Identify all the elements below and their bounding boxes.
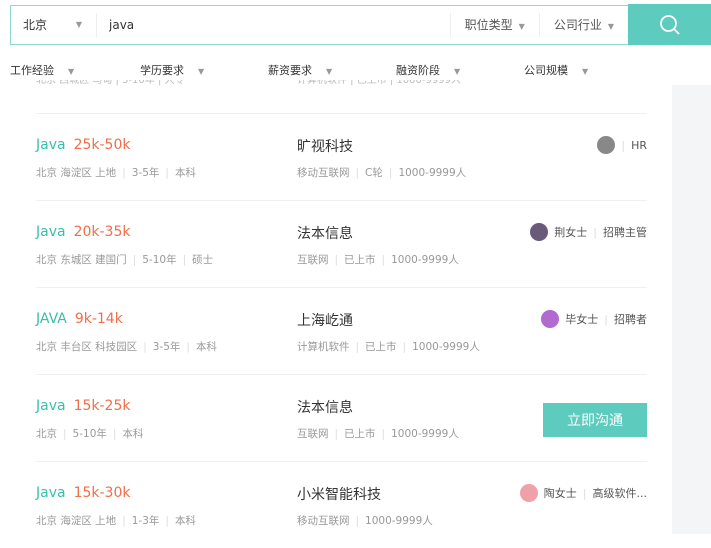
recruiter-name: 毕女士 — [565, 313, 599, 326]
search-icon — [659, 14, 680, 35]
meta-item: 1-3年 — [131, 515, 160, 527]
company-meta: 互联网 | 已上市 | 1000-9999人 — [297, 254, 459, 266]
job-title-link[interactable]: Java 15k-30k — [36, 485, 130, 501]
job-title: Java — [36, 398, 66, 414]
job-type-select[interactable]: 职位类型 ▼ — [449, 13, 539, 37]
filter-funding[interactable]: 融资阶段 ▼ — [396, 64, 461, 77]
meta-item: 移动互联网 — [297, 515, 350, 527]
job-title: JAVA — [36, 311, 67, 327]
meta-item: 3-5年 — [152, 341, 181, 353]
job-card[interactable]: Java 15k-30k 北京 海淀区 上地 | 1-3年 | 本科 小米智能科技 移动互… — [36, 461, 647, 548]
meta-item: 5-10年 — [72, 428, 107, 440]
meta-item: C轮 — [365, 167, 383, 179]
recruiter-title: 招聘者 — [614, 313, 647, 326]
meta-item: 北京 海淀区 上地 — [36, 167, 117, 179]
job-meta: 北京 东城区 建国门 | 5-10年 | 硕士 — [36, 254, 214, 266]
company-name[interactable]: 小米智能科技 — [297, 487, 381, 503]
salary: 9k-14k — [74, 311, 123, 327]
job-meta: 北京 丰台区 科技园区 | 3-5年 | 本科 — [36, 341, 217, 353]
recruiter-name: 荆女士 — [554, 226, 588, 239]
company-name[interactable]: 旷视科技 — [297, 139, 353, 155]
job-title: Java — [36, 485, 66, 501]
company-name[interactable]: 法本信息 — [297, 400, 353, 416]
meta-item: 计算机软件 — [297, 341, 350, 353]
company-name[interactable]: 法本信息 — [297, 226, 353, 242]
meta-item: 北京 丰台区 科技园区 — [36, 341, 138, 353]
recruiter[interactable]: | HR — [597, 136, 647, 154]
search-button[interactable] — [628, 4, 711, 45]
salary: 25k-50k — [73, 137, 131, 153]
job-card[interactable]: Java 15k-25k 北京 | 5-10年 | 本科 法本信息 互联网 | 已上市 | 100… — [36, 374, 647, 461]
caret-down-icon: ▼ — [518, 22, 525, 31]
salary: 15k-25k — [73, 398, 131, 414]
meta-item: 互联网 — [297, 428, 329, 440]
recruiter-avatar — [519, 484, 538, 502]
recruiter-name: 陶女士 — [543, 487, 577, 500]
company-meta: 计算机软件 | 已上市 | 1000-9999人 — [297, 341, 480, 353]
recruiter-avatar — [597, 136, 616, 154]
job-title-link[interactable]: Java 20k-35k — [36, 224, 130, 240]
meta-item: 移动互联网 — [297, 167, 350, 179]
meta-item: 已上市 — [344, 254, 376, 266]
industry-select[interactable]: 公司行业 ▼ — [538, 13, 628, 37]
meta-item: 互联网 — [297, 254, 329, 266]
meta-item: 北京 东城区 建国门 — [36, 254, 127, 266]
company-meta: 移动互联网 | C轮 | 1000-9999人 — [297, 167, 467, 179]
chat-now-button[interactable]: 立即沟通 — [543, 403, 647, 437]
job-card[interactable]: JAVA 9k-14k 北京 丰台区 科技园区 | 3-5年 | 本科 上海屹通 计算机软… — [36, 287, 647, 374]
meta-item: 3-5年 — [131, 167, 160, 179]
right-sidebar — [672, 85, 711, 534]
recruiter[interactable]: 陶女士 | 高级软件... — [519, 484, 648, 502]
salary: 15k-30k — [73, 485, 131, 501]
city-select[interactable]: 北京 ▼ — [11, 13, 97, 37]
meta-item: 本科 — [122, 428, 144, 440]
meta-item: 本科 — [174, 515, 196, 527]
job-title-link[interactable]: JAVA 9k-14k — [36, 311, 123, 327]
recruiter[interactable]: 荆女士 | 招聘主管 — [530, 223, 647, 241]
meta-item: 1000-9999人 — [391, 254, 459, 266]
meta-item: 1000-9999人 — [412, 341, 480, 353]
job-title-link[interactable]: Java 15k-25k — [36, 398, 130, 414]
job-meta: 北京 海淀区 上地 | 3-5年 | 本科 — [36, 167, 196, 179]
salary: 20k-35k — [73, 224, 131, 240]
job-title: Java — [36, 224, 66, 240]
filter-bar: 工作经验 ▼ 学历要求 ▼ 薪资要求 ▼ 融资阶段 ▼ 公司规模 ▼ — [0, 60, 672, 80]
meta-item: 本科 — [195, 341, 217, 353]
company-name[interactable]: 上海屹通 — [297, 313, 353, 329]
recruiter-title: 高级软件... — [592, 487, 648, 500]
meta-item: 1000-9999人 — [365, 515, 433, 527]
job-meta: 北京 海淀区 上地 | 1-3年 | 本科 — [36, 515, 196, 527]
meta-item: 1000-9999人 — [398, 167, 467, 179]
meta-item: 北京 海淀区 上地 — [36, 515, 117, 527]
partial-company-meta: 计算机软件 | 已上市 | 1000-9999人 — [297, 80, 461, 86]
recruiter-title: 招聘主管 — [603, 226, 647, 239]
search-bar: 北京▼ 职位类型▼ 公司行业▼ — [10, 4, 711, 45]
company-meta: 移动互联网 | 1000-9999人 — [297, 515, 433, 527]
recruiter[interactable]: 毕女士 | 招聘者 — [541, 310, 647, 328]
recruiter-avatar — [530, 223, 549, 241]
recruiter-avatar — [541, 310, 560, 328]
filter-experience[interactable]: 工作经验 ▼ — [10, 64, 75, 77]
meta-item: 已上市 — [365, 341, 397, 353]
job-title-link[interactable]: Java 25k-50k — [36, 137, 130, 153]
meta-item: 北京 — [36, 428, 57, 440]
filter-education[interactable]: 学历要求 ▼ — [140, 64, 205, 77]
job-card[interactable]: Java 20k-35k 北京 东城区 建国门 | 5-10年 | 硕士 法本信息 互联网… — [36, 200, 647, 287]
filter-company-size[interactable]: 公司规模 ▼ — [524, 64, 589, 77]
company-meta: 互联网 | 已上市 | 1000-9999人 — [297, 428, 459, 440]
caret-down-icon: ▼ — [75, 20, 82, 29]
partial-job-meta: 北京 西城区 马甸 | 5-10年 | 大专 — [36, 80, 185, 86]
meta-item: 硕士 — [192, 254, 214, 266]
meta-item: 已上市 — [344, 428, 376, 440]
caret-down-icon: ▼ — [607, 22, 614, 31]
meta-item: 5-10年 — [142, 254, 177, 266]
job-card[interactable]: Java 25k-50k 北京 海淀区 上地 | 3-5年 | 本科 旷视科技 移动互联网… — [36, 113, 647, 200]
meta-item: 本科 — [174, 167, 196, 179]
job-meta: 北京 | 5-10年 | 本科 — [36, 428, 144, 440]
recruiter-title: HR — [631, 138, 647, 152]
search-input[interactable] — [97, 18, 450, 32]
filter-salary[interactable]: 薪资要求 ▼ — [268, 64, 333, 77]
meta-item: 1000-9999人 — [391, 428, 459, 440]
job-title: Java — [36, 137, 66, 153]
